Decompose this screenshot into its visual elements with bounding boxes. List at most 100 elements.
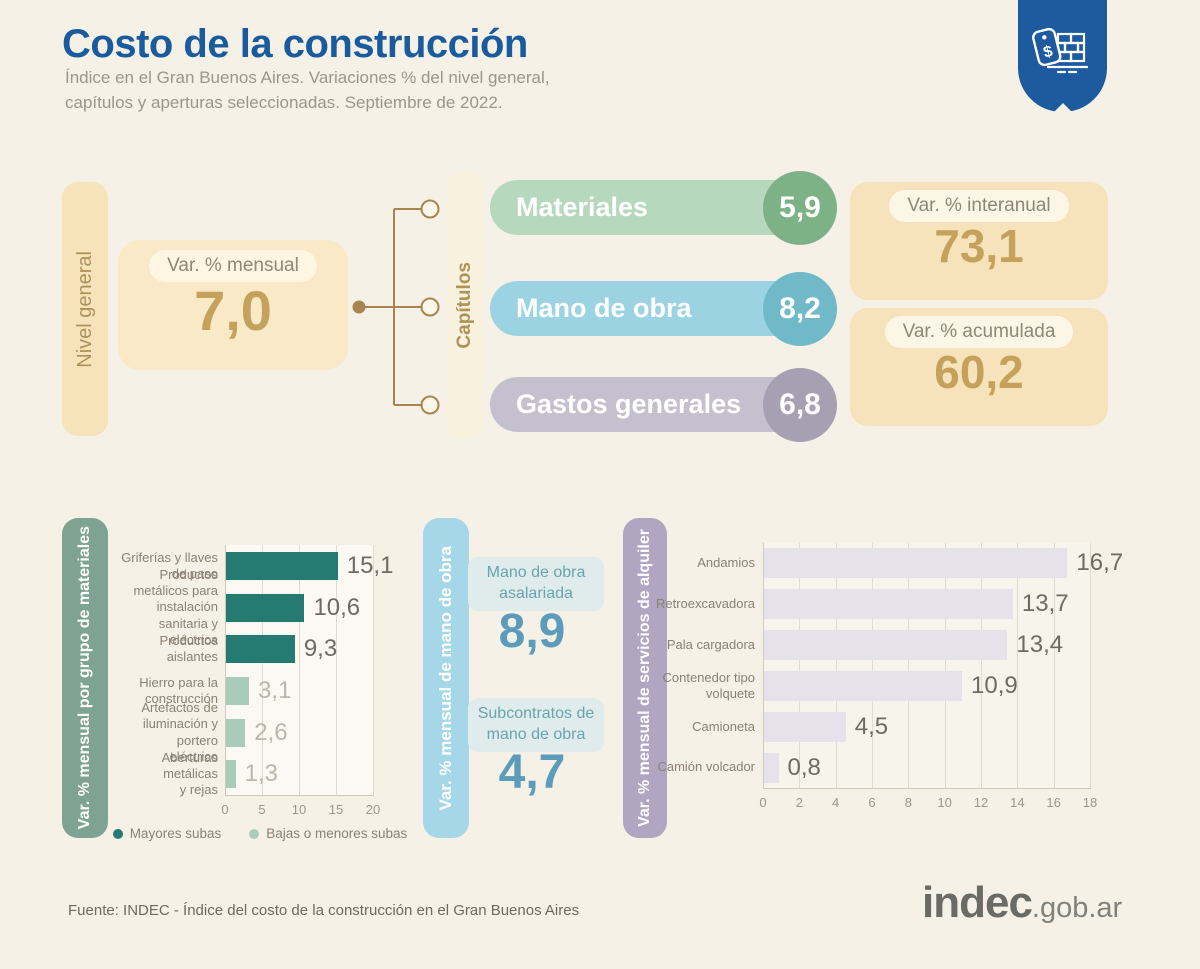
capitulo-label: Materiales bbox=[516, 192, 649, 222]
bar-category-label: Artefactos de iluminación y portero eléc… bbox=[141, 700, 218, 764]
connector-lines bbox=[352, 199, 440, 415]
capitulo-pill-mano-de-obra: Mano de obra bbox=[490, 281, 810, 336]
gridline bbox=[981, 543, 982, 788]
bar bbox=[226, 593, 305, 622]
bar bbox=[764, 548, 1068, 579]
gridline bbox=[336, 545, 337, 795]
axis-tick-label: 10 bbox=[291, 802, 307, 817]
price-tag-brick-icon: $ bbox=[1032, 27, 1089, 74]
page-title: Costo de la construcción bbox=[62, 22, 528, 66]
capitulo-pill-materiales: Materiales bbox=[490, 180, 810, 235]
capitulo-value-badge: 8,2 bbox=[763, 271, 837, 346]
gridline bbox=[1017, 543, 1019, 788]
var-acumulada-value: 60,2 bbox=[934, 346, 1024, 398]
bar-value-label: 1,3 bbox=[244, 760, 278, 788]
bar bbox=[764, 589, 1013, 620]
chart-plot-area bbox=[763, 543, 1091, 789]
legend-dot-icon bbox=[112, 828, 123, 839]
axis-tick-label: 5 bbox=[258, 802, 266, 817]
bar-value-label: 9,3 bbox=[303, 635, 338, 663]
axis-tick-label: 16 bbox=[1046, 795, 1061, 810]
materials-chart-sidebar: Var. % mensual por grupo de materiales bbox=[62, 518, 108, 838]
axis-tick-label: 20 bbox=[365, 802, 381, 817]
legend-dot-icon bbox=[249, 828, 260, 839]
bar bbox=[764, 670, 963, 701]
var-interanual-value: 73,1 bbox=[934, 220, 1024, 272]
axis-tick-label: 0 bbox=[221, 802, 229, 817]
nivel-general-label: Nivel general bbox=[73, 250, 96, 368]
page-subtitle: Índice en el Gran Buenos Aires. Variacio… bbox=[65, 68, 550, 112]
bar-category-label: Griferías y llaves de paso bbox=[121, 549, 218, 581]
axis-tick-label: 8 bbox=[904, 795, 912, 810]
bar-value-label: 3,1 bbox=[257, 676, 292, 704]
bar bbox=[226, 635, 295, 664]
gridline bbox=[1090, 543, 1091, 788]
bar bbox=[226, 760, 236, 789]
rentals-bar-chart: 0 2 4 6 8 10 12 14 16 18 Andamios 16,7 Retroexcavado… bbox=[650, 530, 1123, 830]
bar-category-label: Pala cargadora bbox=[666, 636, 755, 652]
var-interanual-label: Var. % interanual bbox=[889, 190, 1069, 222]
legend-label: Bajas o menores subas bbox=[266, 826, 408, 841]
bar-category-label: Camioneta bbox=[692, 718, 755, 734]
gridline bbox=[908, 543, 910, 788]
bar-value-label: 10,6 bbox=[313, 593, 361, 621]
nivel-general-sidebar: Nivel general bbox=[62, 182, 108, 436]
gridline bbox=[835, 543, 837, 788]
gridline bbox=[799, 543, 801, 788]
legend-item: Mayores subas bbox=[112, 826, 222, 841]
axis-tick-label: 18 bbox=[1082, 795, 1098, 810]
bar-value-label: 4,5 bbox=[854, 712, 889, 740]
bar-category-label: Camión volcador bbox=[657, 759, 755, 775]
bar bbox=[764, 711, 846, 742]
gridline bbox=[299, 545, 300, 795]
axis-tick-label: 10 bbox=[937, 795, 952, 810]
source-note: Fuente: INDEC - Índice del costo de la c… bbox=[68, 902, 580, 919]
materials-bar-chart: 0 5 10 15 20 Griferías y llaves de paso 15,1 Pr… bbox=[110, 530, 410, 860]
chart-legend: Mayores subas Bajas o menores subas bbox=[110, 826, 410, 841]
indec-badge: $ bbox=[1018, 0, 1107, 112]
var-mensual-value: 7,0 bbox=[194, 279, 272, 342]
bar-category-label: Productos aislantes bbox=[159, 632, 218, 665]
var-acumulada-label: Var. % acumulada bbox=[884, 316, 1074, 348]
gridline bbox=[872, 543, 873, 788]
legend-item: Bajas o menores subas bbox=[249, 826, 407, 841]
gridline bbox=[1053, 543, 1055, 788]
indec-logo-main: indec bbox=[922, 878, 1033, 927]
capitulo-label: Mano de obra bbox=[516, 293, 692, 323]
axis-tick-label: 2 bbox=[795, 795, 803, 810]
labor-title: Var. % mensual de mano de obra bbox=[436, 545, 455, 811]
axis-tick-label: 14 bbox=[1010, 795, 1025, 810]
axis-tick-label: 12 bbox=[973, 795, 989, 810]
svg-text:$: $ bbox=[1042, 43, 1055, 62]
stat-label-pill: Subcontratos de mano de obra bbox=[468, 698, 604, 752]
bar-value-label: 13,7 bbox=[1021, 590, 1069, 618]
legend-label: Mayores subas bbox=[129, 826, 222, 841]
rentals-chart-sidebar: Var. % mensual de servicios de alquiler bbox=[623, 518, 667, 838]
stat-label-pill: Mano de obra asalariada bbox=[468, 557, 604, 611]
capitulo-pill-gastos-generales: Gastos generales bbox=[490, 377, 810, 432]
bar-category-label: Hierro para la construcción bbox=[139, 674, 218, 706]
bar-value-label: 2,6 bbox=[254, 718, 288, 746]
axis-tick-label: 4 bbox=[832, 795, 840, 810]
indec-logo-suffix: .gob.ar bbox=[1031, 892, 1123, 924]
bar-value-label: 10,9 bbox=[971, 671, 1018, 699]
bar-category-label: Contenedor tipo volquete bbox=[662, 669, 755, 701]
bar-value-label: 0,8 bbox=[787, 753, 821, 781]
materials-chart-title: Var. % mensual por grupo de materiales bbox=[76, 526, 93, 830]
labor-sidebar: Var. % mensual de mano de obra bbox=[423, 518, 469, 838]
capitulo-value-badge: 6,8 bbox=[763, 367, 837, 442]
capitulo-value-badge: 5,9 bbox=[763, 170, 837, 245]
stat-value: 4,7 bbox=[498, 746, 566, 799]
axis-tick-label: 0 bbox=[759, 795, 767, 810]
bar-value-label: 13,4 bbox=[1016, 631, 1064, 659]
bar bbox=[226, 551, 338, 580]
bar-value-label: 16,7 bbox=[1076, 549, 1124, 577]
bar bbox=[764, 630, 1008, 661]
badge-notch bbox=[1053, 103, 1072, 112]
bar-category-label: Andamios bbox=[697, 555, 755, 571]
var-interanual-card: Var. % interanual 73,1 bbox=[850, 182, 1108, 300]
stat-value: 8,9 bbox=[498, 605, 566, 658]
axis-tick-label: 15 bbox=[328, 802, 344, 817]
gridline bbox=[944, 543, 946, 788]
